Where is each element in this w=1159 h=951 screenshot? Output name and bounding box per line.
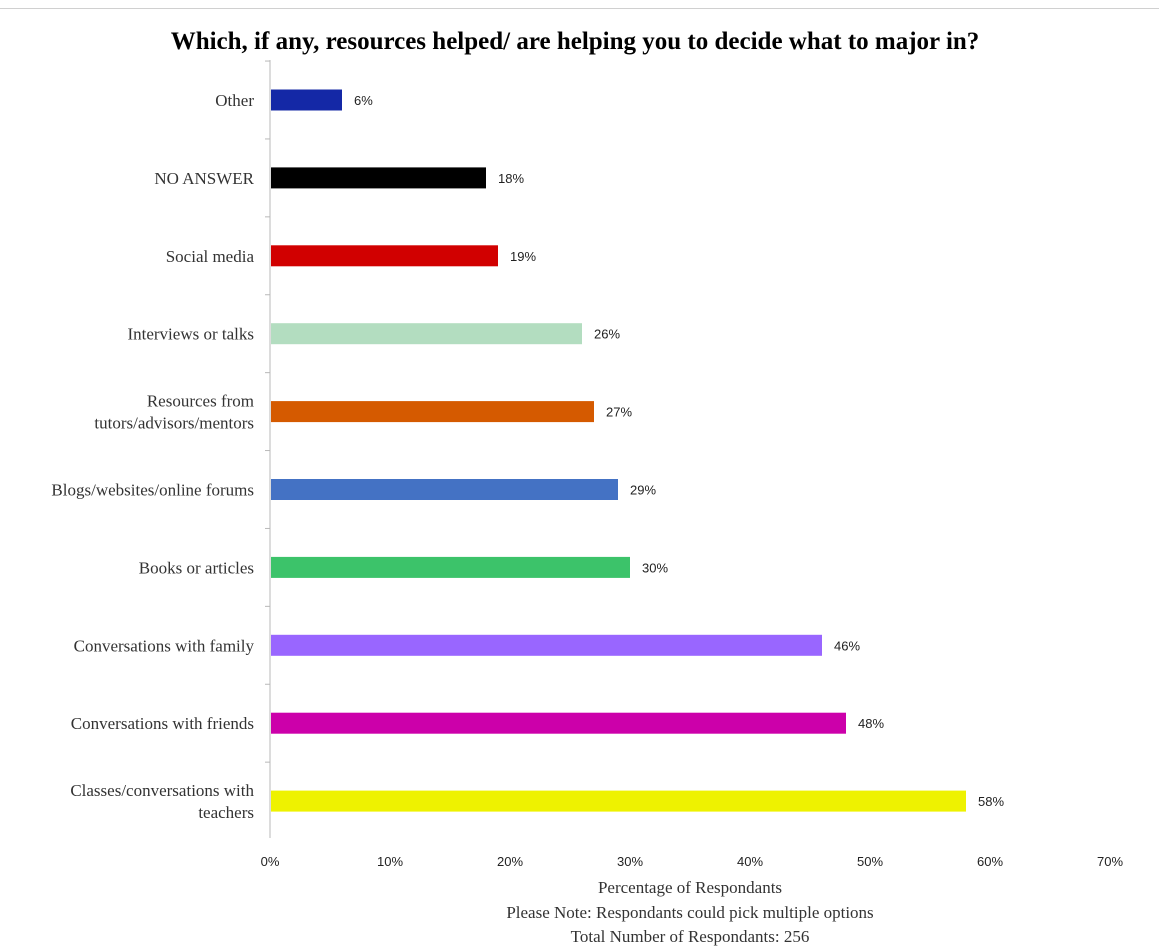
x-tick-label: 30% [617,854,643,869]
chart-axes [265,60,271,838]
bar-value-label: 30% [642,560,668,575]
bar [271,712,846,734]
chart-labels: 0% 10% 20% 30% 40% 50% 60% 70% 6% Other 18% NO ANSW… [51,91,1123,869]
category-label: Resources from [147,392,254,411]
bar [271,556,630,578]
category-label: Conversations with friends [71,714,254,733]
x-tick-label: 70% [1097,854,1123,869]
bar [271,479,618,500]
bar-value-label: 27% [606,405,632,420]
category-label: teachers [198,803,254,822]
category-label: Interviews or talks [127,325,254,344]
x-tick-label: 40% [737,854,763,869]
bar-value-label: 26% [594,327,620,342]
category-label: tutors/advisors/mentors [94,414,254,433]
bar [271,323,582,345]
bar-value-label: 6% [354,93,373,108]
x-tick-label: 50% [857,854,883,869]
bar [271,401,594,423]
x-tick-label: 20% [497,854,523,869]
bar [271,790,966,812]
chart-note-multiple-options: Please Note: Respondants could pick mult… [506,903,873,922]
bar [271,89,342,111]
x-tick-label: 10% [377,854,403,869]
bar-value-label: 46% [834,638,860,653]
category-label: NO ANSWER [154,169,254,188]
top-divider [0,8,1159,9]
bar [271,245,498,267]
bar [271,167,486,189]
category-label: Classes/conversations with [70,781,254,800]
category-label: Other [215,91,254,110]
x-tick-label: 0% [261,854,280,869]
bar [271,634,822,656]
category-label: Conversations with family [74,636,255,655]
chart-note-total-respondants: Total Number of Respondants: 256 [571,927,810,946]
chart-title: Which, if any, resources helped/ are hel… [171,28,980,55]
chart-bars [271,89,966,812]
bar-value-label: 48% [858,716,884,731]
bar-value-label: 58% [978,794,1004,809]
category-label: Books or articles [139,558,254,577]
category-label: Blogs/websites/online forums [51,481,254,500]
bar-value-label: 19% [510,249,536,264]
bar-value-label: 18% [498,171,524,186]
x-tick-label: 60% [977,854,1003,869]
category-label: Social media [166,247,255,266]
x-axis-title: Percentage of Respondants [598,878,782,897]
bar-value-label: 29% [630,483,656,498]
